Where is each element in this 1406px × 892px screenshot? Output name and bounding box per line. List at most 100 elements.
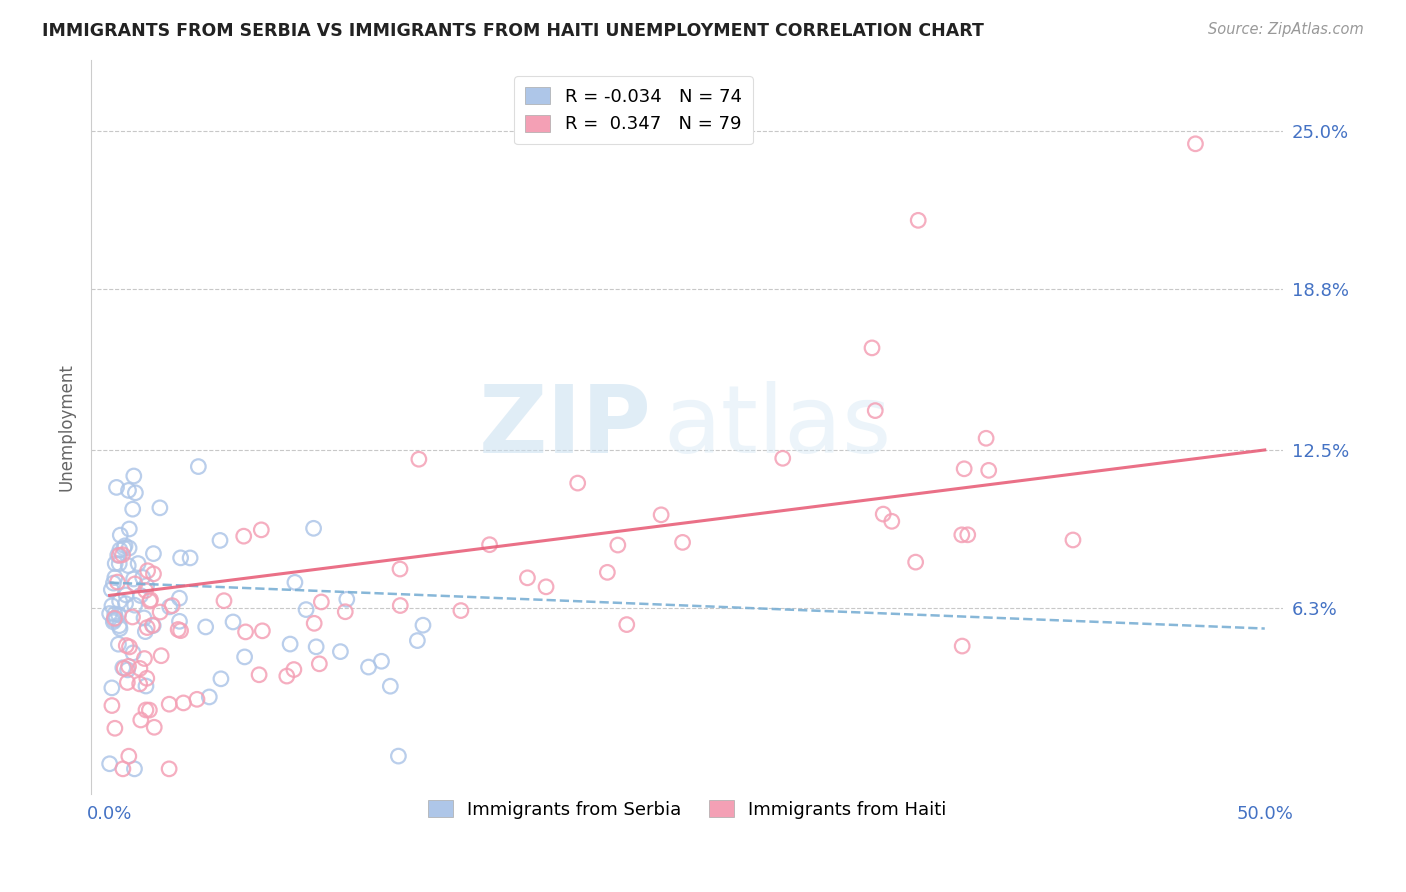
Point	[142, 566, 165, 581]
Point	[124, 485, 146, 500]
Point	[121, 502, 143, 516]
Point	[117, 663, 139, 677]
Text: Source: ZipAtlas.com: Source: ZipAtlas.com	[1208, 22, 1364, 37]
Point	[136, 564, 159, 578]
Point	[860, 341, 883, 355]
Point	[111, 548, 134, 562]
Point	[308, 657, 330, 671]
Point	[169, 624, 191, 638]
Point	[247, 667, 270, 681]
Point	[283, 663, 305, 677]
Point	[169, 550, 191, 565]
Point	[107, 607, 129, 622]
Point	[904, 555, 927, 569]
Point	[953, 462, 976, 476]
Point	[212, 593, 235, 607]
Point	[650, 508, 672, 522]
Point	[606, 538, 628, 552]
Point	[108, 557, 131, 571]
Point	[187, 459, 209, 474]
Point	[143, 720, 166, 734]
Point	[950, 639, 973, 653]
Point	[117, 675, 139, 690]
Point	[124, 762, 146, 776]
Point	[104, 611, 127, 625]
Point	[117, 558, 139, 573]
Point	[115, 588, 138, 602]
Point	[138, 594, 160, 608]
Point	[335, 605, 357, 619]
Point	[108, 543, 131, 558]
Point	[103, 611, 125, 625]
Point	[122, 572, 145, 586]
Text: ZIP: ZIP	[478, 381, 651, 473]
Point	[412, 618, 434, 632]
Point	[235, 624, 257, 639]
Point	[408, 452, 430, 467]
Point	[1062, 533, 1084, 547]
Point	[872, 507, 894, 521]
Point	[198, 690, 221, 704]
Point	[305, 640, 328, 654]
Point	[122, 469, 145, 483]
Point	[1184, 136, 1206, 151]
Point	[104, 607, 127, 621]
Point	[149, 605, 172, 619]
Point	[110, 528, 132, 542]
Point	[141, 618, 163, 632]
Point	[128, 661, 150, 675]
Point	[101, 698, 124, 713]
Point	[865, 403, 887, 417]
Point	[108, 618, 131, 632]
Point	[389, 599, 412, 613]
Point	[135, 583, 157, 598]
Point	[380, 679, 402, 693]
Legend: Immigrants from Serbia, Immigrants from Haiti: Immigrants from Serbia, Immigrants from …	[420, 792, 955, 826]
Point	[101, 681, 124, 695]
Point	[208, 533, 231, 548]
Point	[276, 669, 298, 683]
Point	[232, 529, 254, 543]
Point	[135, 703, 157, 717]
Point	[117, 659, 139, 673]
Point	[107, 575, 129, 590]
Point	[222, 615, 245, 629]
Point	[108, 622, 131, 636]
Point	[157, 697, 180, 711]
Point	[671, 535, 693, 549]
Point	[134, 651, 156, 665]
Point	[169, 591, 191, 606]
Point	[284, 575, 307, 590]
Point	[124, 598, 146, 612]
Point	[104, 557, 127, 571]
Point	[596, 566, 619, 580]
Point	[172, 696, 194, 710]
Point	[139, 592, 162, 607]
Point	[121, 610, 143, 624]
Text: IMMIGRANTS FROM SERBIA VS IMMIGRANTS FROM HAITI UNEMPLOYMENT CORRELATION CHART: IMMIGRANTS FROM SERBIA VS IMMIGRANTS FRO…	[42, 22, 984, 40]
Point	[104, 571, 127, 585]
Point	[370, 654, 392, 668]
Point	[118, 749, 141, 764]
Point	[128, 677, 150, 691]
Point	[118, 640, 141, 654]
Point	[103, 615, 125, 629]
Point	[135, 671, 157, 685]
Point	[149, 500, 172, 515]
Point	[108, 594, 131, 608]
Point	[478, 538, 501, 552]
Point	[138, 703, 160, 717]
Point	[157, 762, 180, 776]
Point	[114, 597, 136, 611]
Point	[103, 613, 125, 627]
Point	[111, 762, 134, 776]
Point	[132, 611, 155, 625]
Point	[907, 213, 929, 227]
Point	[295, 602, 318, 616]
Point	[134, 624, 156, 639]
Point	[101, 599, 124, 613]
Point	[142, 618, 165, 632]
Point	[974, 431, 997, 445]
Point	[169, 615, 191, 629]
Point	[311, 595, 333, 609]
